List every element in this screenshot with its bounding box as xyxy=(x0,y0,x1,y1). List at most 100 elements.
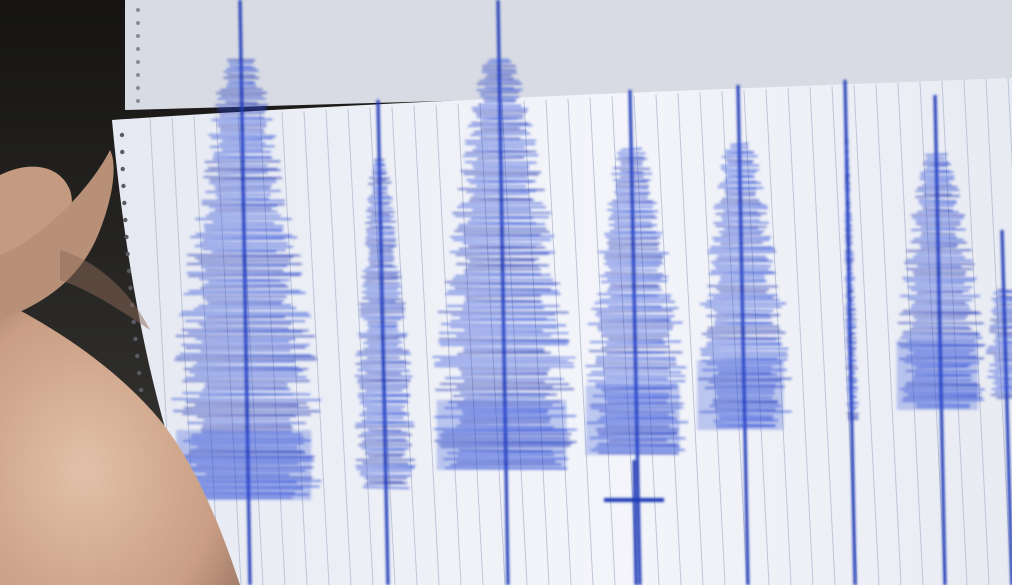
trace-wiggle xyxy=(205,189,281,193)
trace-wiggle xyxy=(913,238,964,241)
trace-wiggle xyxy=(599,297,670,301)
trace-wiggle xyxy=(473,167,529,170)
trace-wiggle xyxy=(910,307,971,311)
trace-wiggle xyxy=(846,346,857,349)
trace-wiggle xyxy=(600,275,669,278)
trace-wiggle xyxy=(604,232,663,235)
trace-wiggle xyxy=(362,486,410,490)
trace-wiggle xyxy=(727,174,754,177)
trace-wiggle xyxy=(462,307,545,310)
trace-wiggle xyxy=(915,189,960,192)
trace-wiggle xyxy=(608,216,658,220)
trace-wiggle xyxy=(845,207,851,210)
trace-wiggle xyxy=(712,236,771,239)
trace-wiggle xyxy=(601,280,668,283)
grid-line xyxy=(765,89,792,585)
trace-dense-block xyxy=(896,340,978,410)
trace-wiggle xyxy=(202,388,291,391)
trace-wiggle xyxy=(195,256,294,259)
trace-wiggle xyxy=(460,202,543,205)
trace-wiggle xyxy=(585,365,687,369)
trace-wiggle xyxy=(848,394,857,398)
trace-wiggle xyxy=(463,154,539,157)
trace-wiggle xyxy=(463,347,545,350)
hand xyxy=(0,150,240,585)
trace-wiggle xyxy=(614,191,651,194)
trace-wiggle xyxy=(182,413,311,416)
grid-line xyxy=(413,105,440,585)
trace-wiggle xyxy=(468,124,533,127)
trace-wiggle xyxy=(465,299,541,302)
trace-wiggle xyxy=(220,94,263,97)
trace-wiggle xyxy=(367,329,399,332)
trace-wiggle xyxy=(204,169,281,172)
trace-dense-block xyxy=(436,400,567,470)
trace-wiggle xyxy=(219,116,265,119)
trace-wiggle xyxy=(915,318,966,321)
trace-wiggle xyxy=(725,151,754,155)
seismic-burst xyxy=(171,0,322,585)
trace-wiggle xyxy=(913,315,968,318)
trace-wiggle xyxy=(847,360,856,363)
perforation-hole xyxy=(136,21,140,25)
perforation-hole xyxy=(136,99,140,103)
trace-wiggle xyxy=(179,353,312,357)
trace-wiggle xyxy=(920,226,956,229)
trace-wiggle xyxy=(435,388,574,391)
trace-wiggle xyxy=(715,212,767,215)
trace-wiggle xyxy=(365,237,396,240)
grid-line xyxy=(567,98,594,585)
trace-wiggle xyxy=(363,405,405,408)
trace-wiggle xyxy=(208,167,278,170)
trace-wiggle xyxy=(362,297,402,301)
grid-line xyxy=(809,87,836,585)
seismic-traces xyxy=(171,0,1012,585)
trace-wiggle xyxy=(464,380,545,383)
trace-wiggle xyxy=(849,408,857,411)
trace-wiggle xyxy=(366,372,402,375)
trace-wiggle xyxy=(454,230,550,233)
perforation-hole xyxy=(133,336,138,342)
trace-wiggle xyxy=(355,425,415,428)
trace-wiggle xyxy=(844,295,856,299)
seismic-burst xyxy=(896,94,986,585)
perforation-hole xyxy=(136,86,140,90)
trace-wiggle xyxy=(847,385,858,389)
trace-wiggle xyxy=(358,433,412,437)
trace-wiggle xyxy=(460,392,550,395)
perforation-hole xyxy=(136,8,140,12)
trace-wiggle xyxy=(914,301,966,304)
trace-wiggle xyxy=(902,310,979,314)
trace-wiggle xyxy=(994,300,1012,303)
trace-wiggle xyxy=(609,230,657,234)
trace-wiggle xyxy=(908,298,973,301)
perforation-hole xyxy=(138,387,144,393)
trace-wiggle xyxy=(714,321,773,324)
trace-wiggle xyxy=(365,449,405,452)
trace-wiggle xyxy=(218,171,268,175)
trace-wiggle xyxy=(920,171,954,174)
trace-wiggle xyxy=(228,80,255,84)
trace-wiggle xyxy=(366,408,403,411)
trace-wiggle xyxy=(205,299,285,302)
trace-wiggle xyxy=(724,180,757,183)
trace-wiggle xyxy=(846,387,858,390)
trace-wiggle xyxy=(460,170,542,174)
trace-wiggle xyxy=(604,377,668,380)
trace-wiggle xyxy=(483,98,517,101)
trace-wiggle xyxy=(996,385,1012,388)
grid-line xyxy=(699,92,726,585)
perforation-hole xyxy=(120,166,125,172)
trace-wiggle xyxy=(991,387,1012,390)
trace-wiggle xyxy=(208,280,281,283)
trace-wiggle xyxy=(699,302,787,305)
trace-wiggle xyxy=(484,77,515,80)
trace-wiggle xyxy=(355,362,411,365)
trace-wiggle xyxy=(993,340,1012,343)
trace-wiggle xyxy=(471,107,528,110)
trace-wiggle xyxy=(589,350,683,354)
trace-wiggle xyxy=(359,302,406,305)
trace-wiggle xyxy=(202,326,289,330)
grid-line xyxy=(611,96,638,585)
trace-wiggle xyxy=(357,369,410,372)
